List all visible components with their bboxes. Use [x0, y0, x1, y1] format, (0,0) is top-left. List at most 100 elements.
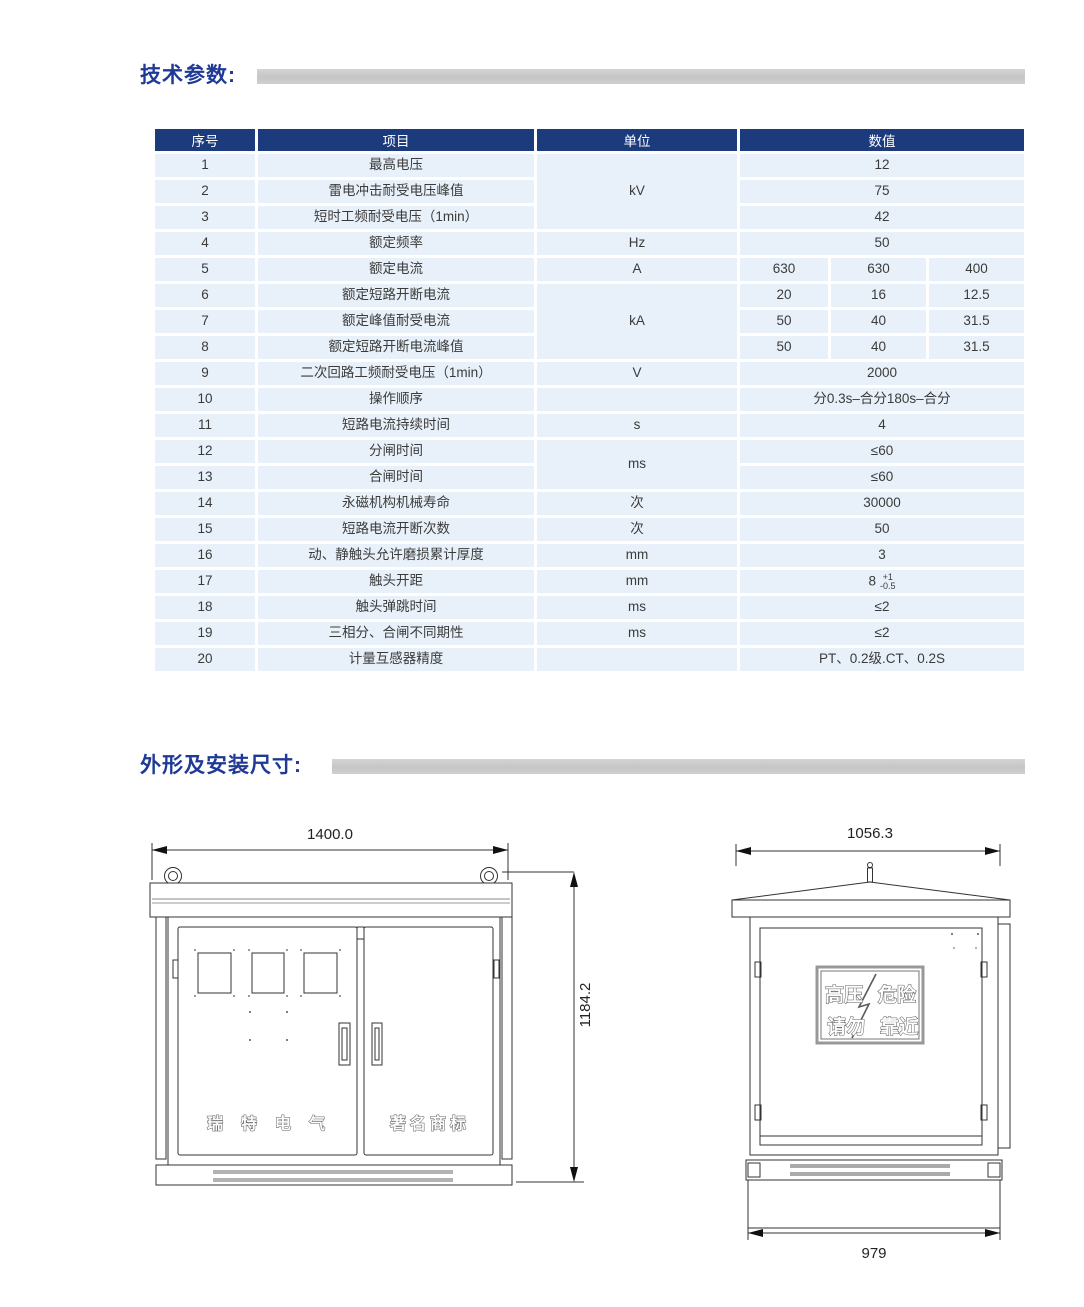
cell-value-2: 40 [831, 336, 926, 359]
table-row: 7 额定峰值耐受电流 50 40 31.5 [155, 310, 1024, 333]
cell-value: 3 [740, 544, 1024, 567]
cell-item: 额定短路开断电流 [258, 284, 534, 307]
cell-value-3: 31.5 [929, 310, 1024, 333]
cell-item: 合闸时间 [258, 466, 534, 489]
cell-item: 最高电压 [258, 154, 534, 177]
cell-value: ≤2 [740, 596, 1024, 619]
right-door-brand-text: 著名商标 [389, 1114, 470, 1133]
cell-value-1: 630 [740, 258, 828, 281]
cell-item: 永磁机构机械寿命 [258, 492, 534, 515]
cell-unit [537, 648, 737, 671]
section-bar-1 [257, 69, 1025, 84]
cell-item: 操作顺序 [258, 388, 534, 411]
cell-unit: ms [537, 440, 737, 489]
cell-unit: 次 [537, 518, 737, 541]
tolerance-upper: +1 [882, 571, 893, 582]
base-rail [745, 1159, 1003, 1181]
cell-unit: Hz [537, 232, 737, 255]
cell-value: PT、0.2级.CT、0.2S [740, 648, 1024, 671]
hinge-bottom-left [754, 1104, 762, 1121]
cell-item: 额定短路开断电流峰值 [258, 336, 534, 359]
hinge-bottom-right [980, 1104, 988, 1121]
table-row: 16 动、静触头允许磨损累计厚度 mm 3 [155, 544, 1024, 567]
side-width-label: 1056.3 [847, 825, 893, 842]
front-height-dimension [502, 871, 584, 1183]
cell-value: 30000 [740, 492, 1024, 515]
table-row: 13 合闸时间 ≤60 [155, 466, 1024, 489]
base-width-label: 979 [861, 1245, 886, 1262]
lifting-eye-left [164, 867, 182, 885]
door-left [177, 926, 358, 1156]
lightning-bolt [851, 973, 877, 1039]
table-row: 17 触头开距 mm 8 +1 -0.5 [155, 570, 1024, 593]
cell-value-1: 50 [740, 310, 828, 333]
cell-value: 2000 [740, 362, 1024, 385]
table-row: 15 短路电流开断次数次 50 [155, 518, 1024, 541]
front-width-label: 1400.0 [307, 826, 353, 843]
side-strip-right [501, 916, 513, 1160]
cell-item: 三相分、合闸不同期性 [258, 622, 534, 645]
lifting-eye-right [480, 867, 498, 885]
cell-unit: s [537, 414, 737, 437]
roof-cap [149, 882, 513, 918]
cell-value-3: 400 [929, 258, 1024, 281]
cell-unit: mm [537, 570, 737, 593]
table-row: 5 额定电流 A 630 630 400 [155, 258, 1024, 281]
front-height-label: 1184.2 [577, 983, 594, 1028]
cell-value-3: 31.5 [929, 336, 1024, 359]
cell-item: 额定电流 [258, 258, 534, 281]
cell-unit: A [537, 258, 737, 281]
warning-text-bottom-right: 靠近 [880, 1016, 918, 1038]
cell-no: 4 [155, 232, 255, 255]
section-title-dimensions: 外形及安装尺寸: [140, 754, 302, 777]
cell-no: 6 [155, 284, 255, 307]
table-row: 1 最高电压 kV 12 [155, 154, 1024, 229]
table-header-row: 序号 项目 单位 数值 [155, 129, 1024, 151]
cell-value-1: 50 [740, 336, 828, 359]
section-bar-2 [332, 759, 1025, 774]
cell-item: 额定峰值耐受电流 [258, 310, 534, 333]
cell-unit: kV [537, 154, 737, 229]
cell-unit: mm [537, 544, 737, 567]
cell-unit: kA [537, 284, 737, 359]
cell-no: 14 [155, 492, 255, 515]
cell-no: 19 [155, 622, 255, 645]
table-row: 6 额定短路开断电流 kA 20 16 12.5 [155, 284, 1024, 359]
cell-item: 动、静触头允许磨损累计厚度 [258, 544, 534, 567]
warning-text-top-right: 危险 [878, 983, 917, 1006]
cell-no: 1 [155, 154, 255, 177]
header-item: 项目 [258, 129, 534, 151]
cell-value-3: 12.5 [929, 284, 1024, 307]
door-handle-right [371, 1022, 383, 1066]
warning-sign-frame [815, 965, 925, 1045]
value-base: 8 [868, 573, 876, 589]
cell-no: 17 [155, 570, 255, 593]
side-strip-left [155, 916, 167, 1160]
cell-item: 雷电冲击耐受电压峰值 [258, 180, 534, 203]
side-view-drawing: 1056.3 [731, 825, 1011, 1262]
table-row: 9 二次回路工频耐受电压（1min） V 2000 [155, 362, 1024, 385]
cell-value: 分0.3s–合分180s–合分 [740, 388, 1024, 411]
table-row: 4 额定频率 Hz 50 [155, 232, 1024, 255]
table-row: 3 短时工频耐受电压（1min） 42 [155, 206, 1024, 229]
cell-value: 42 [740, 206, 1024, 229]
tech-params-table: 序号 项目 单位 数值 1 最高电压 kV 12 2 雷电冲击耐受电压峰值 75 3 短时工… [152, 126, 1027, 674]
cell-item: 计量互感器精度 [258, 648, 534, 671]
meter-window-3 [303, 952, 338, 994]
door-handle-left [338, 1022, 351, 1066]
header-unit: 单位 [537, 129, 737, 151]
value-tolerance: +1 -0.5 [880, 571, 896, 591]
table-row: 8 额定短路开断电流峰值 50 40 31.5 [155, 336, 1024, 359]
cell-value: 75 [740, 180, 1024, 203]
cell-value: 4 [740, 414, 1024, 437]
cell-unit: 次 [537, 492, 737, 515]
table-row: 20 计量互感器精度 PT、0.2级.CT、0.2S [155, 648, 1024, 671]
rear-strip [997, 923, 1011, 1149]
left-door-brand-text: 瑞特电气 [207, 1114, 343, 1133]
front-width-dimension [151, 843, 509, 880]
cell-value-2: 40 [831, 310, 926, 333]
cell-no: 9 [155, 362, 255, 385]
side-width-dimension [735, 844, 1001, 866]
warning-text-top-left: 高压 [825, 983, 863, 1006]
